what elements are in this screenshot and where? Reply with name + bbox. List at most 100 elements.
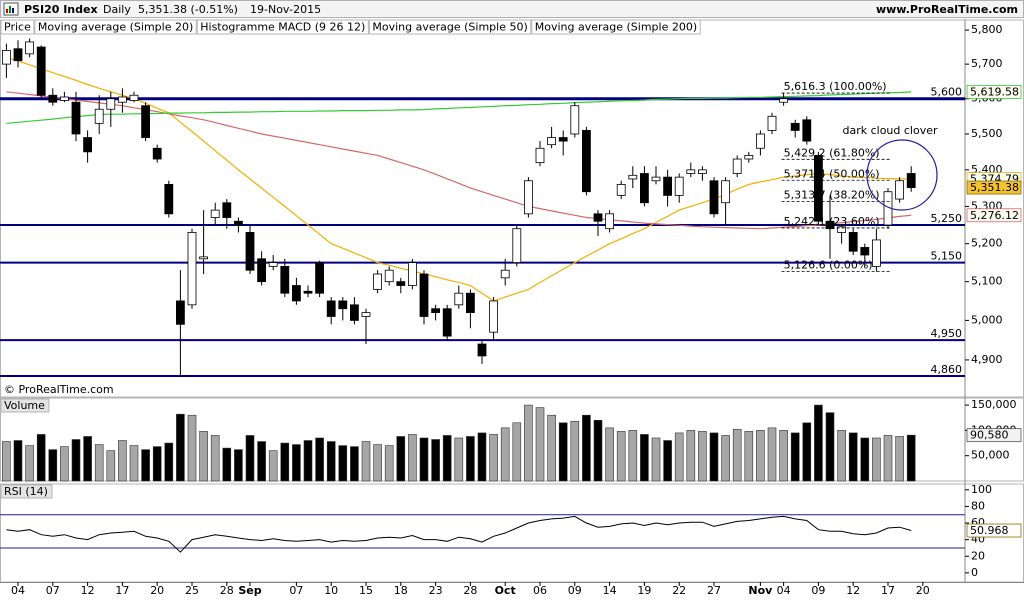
x-tick-label: 23 — [429, 584, 443, 597]
candle-body — [512, 228, 522, 263]
volume-bar — [60, 446, 69, 482]
volume-bar — [535, 407, 545, 482]
x-tick-label: 17 — [115, 584, 129, 597]
y-tick-label: 20 — [971, 549, 985, 562]
volume-bar — [292, 444, 301, 482]
candle-body — [872, 239, 881, 267]
candle-body — [489, 300, 499, 333]
volume-bar — [431, 439, 440, 482]
last-value-label: 5,351.38 — [970, 181, 1019, 194]
y-tick-label: 4,900 — [971, 353, 1003, 366]
panel-title-box — [0, 484, 53, 499]
candle-body — [280, 265, 290, 294]
x-tick-label: 18 — [394, 584, 408, 597]
candle-body — [396, 281, 406, 286]
x-tick-label: 28 — [220, 584, 234, 597]
last-value-label: 50.968 — [970, 524, 1009, 537]
candle-body — [756, 133, 765, 149]
site[interactable]: www.ProRealTime.com — [876, 3, 1018, 16]
moving-average — [6, 91, 912, 124]
period: Daily — [103, 3, 131, 16]
panel-title: RSI (14) — [4, 485, 48, 498]
candle-body — [233, 220, 243, 226]
icon-bar — [6, 9, 8, 13]
volume-bar — [408, 434, 417, 482]
date: 19-Nov-2015 — [250, 3, 321, 16]
volume-bar — [361, 441, 371, 482]
volume-bar — [709, 432, 719, 482]
candle-body — [129, 94, 139, 101]
legend-entry: Moving average (Simple 200) — [535, 21, 697, 34]
candle-body — [349, 304, 359, 321]
volume-bar — [524, 404, 533, 482]
candle-body — [848, 232, 858, 252]
volume-bar — [234, 449, 243, 482]
candle-body — [605, 213, 614, 230]
candle-body — [895, 180, 904, 200]
candle-body — [709, 180, 719, 215]
x-tick-label: Oct — [495, 584, 516, 597]
support-label: 5,600 — [931, 86, 963, 99]
candle-body — [361, 312, 371, 317]
volume-bar — [802, 422, 812, 482]
legend-entry: Price — [4, 21, 31, 34]
candle-body — [442, 308, 452, 337]
volume-bar — [164, 442, 174, 482]
candle-body — [500, 269, 510, 279]
volume-bar — [848, 432, 858, 482]
candle-body — [60, 96, 69, 101]
candle-body — [744, 155, 754, 160]
candle-body — [663, 176, 672, 196]
volume-bar — [466, 436, 475, 482]
legend-box — [196, 19, 369, 35]
x-tick-label: 27 — [707, 584, 721, 597]
volume-bar — [721, 435, 730, 482]
candle-body — [106, 98, 116, 110]
volume-bar — [176, 413, 185, 482]
icon-bar — [12, 8, 14, 13]
candle-body — [570, 105, 580, 135]
x-tick-label: 19 — [637, 584, 651, 597]
volume-bar — [129, 445, 139, 482]
candle-body — [814, 155, 823, 222]
candle-body — [860, 247, 870, 256]
x-tick-label: 17 — [881, 584, 895, 597]
volume-bar — [48, 449, 58, 482]
y-tick-label: 5,200 — [971, 237, 1003, 250]
candle-body — [326, 300, 336, 317]
candle-body — [407, 262, 417, 286]
volume-bar — [883, 435, 893, 482]
x-tick-label: 20 — [916, 584, 930, 597]
x-tick-label: 22 — [672, 584, 686, 597]
x-tick-label: 12 — [81, 584, 95, 597]
fib-label: 5,371.4 (50.00%) — [784, 167, 880, 180]
candle-body — [71, 101, 81, 135]
volume-bar — [118, 440, 127, 482]
volume-bar — [477, 432, 487, 482]
volume-bar — [442, 435, 452, 482]
volume-bar — [895, 436, 904, 482]
volume-bar — [698, 431, 707, 482]
candle-body — [582, 130, 591, 193]
volume-bar — [303, 440, 313, 482]
volume-bar — [2, 441, 11, 482]
candle-body — [558, 137, 568, 142]
volume-bar — [315, 437, 324, 482]
volume-bar — [906, 434, 916, 482]
candle-body — [164, 184, 174, 215]
volume-bar — [686, 430, 696, 482]
candle-body — [802, 119, 812, 142]
x-tick-label: Nov — [748, 584, 773, 597]
volume-bar — [384, 445, 394, 482]
candle-body — [384, 269, 394, 283]
y-tick-label: 5,000 — [971, 313, 1003, 326]
candle-body — [906, 173, 916, 188]
volume-bar — [373, 444, 382, 482]
y-tick-label: 5,800 — [971, 23, 1003, 36]
volume-bar — [36, 434, 46, 482]
candle-body — [431, 308, 441, 313]
last-value-label: 5,276.12 — [970, 209, 1019, 222]
volume-bar — [25, 445, 34, 482]
y-tick-label: 5,100 — [971, 275, 1003, 288]
